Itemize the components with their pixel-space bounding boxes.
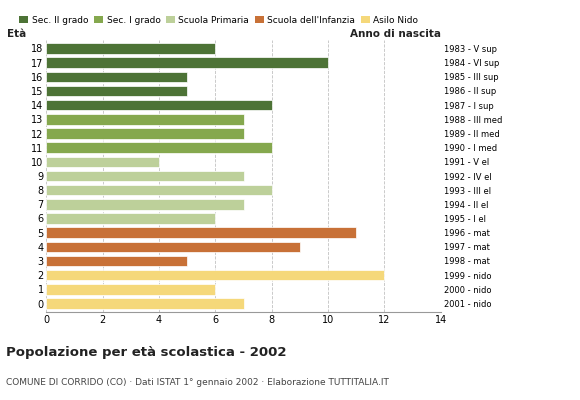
Bar [46,57,328,68]
Bar [46,242,300,252]
Text: COMUNE DI CORRIDO (CO) · Dati ISTAT 1° gennaio 2002 · Elaborazione TUTTITALIA.IT: COMUNE DI CORRIDO (CO) · Dati ISTAT 1° g… [6,378,389,387]
Bar [46,227,356,238]
Legend: Sec. II grado, Sec. I grado, Scuola Primaria, Scuola dell'Infanzia, Asilo Nido: Sec. II grado, Sec. I grado, Scuola Prim… [19,16,418,25]
Bar [46,298,244,309]
Text: Anno di nascita: Anno di nascita [350,29,441,39]
Bar [46,199,244,210]
Bar [46,142,272,153]
Bar [46,185,272,196]
Bar [46,284,215,295]
Bar [46,128,244,139]
Bar [46,213,215,224]
Bar [46,114,244,125]
Text: Popolazione per età scolastica - 2002: Popolazione per età scolastica - 2002 [6,346,287,359]
Text: Età: Età [7,29,26,39]
Bar [46,270,385,280]
Bar [46,100,272,110]
Bar [46,43,215,54]
Bar [46,86,187,96]
Bar [46,256,187,266]
Bar [46,156,159,167]
Bar [46,72,187,82]
Bar [46,171,244,181]
